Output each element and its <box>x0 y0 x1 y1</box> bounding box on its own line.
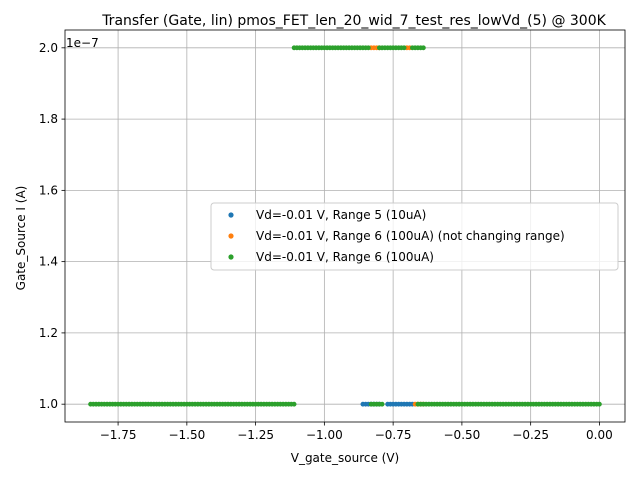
data-point <box>420 45 426 51</box>
data-points <box>88 45 602 407</box>
y-axis-offset-label: 1e−7 <box>66 36 99 50</box>
x-axis-label: V_gate_source (V) <box>291 451 400 465</box>
x-tick-label: −1.25 <box>237 428 274 442</box>
plot-area-frame <box>64 29 626 423</box>
x-tick-label: −1.00 <box>306 428 343 442</box>
y-tick-label: 1.2 <box>39 326 58 340</box>
y-tick-label: 1.4 <box>39 255 58 269</box>
x-tick-label: −1.50 <box>168 428 205 442</box>
x-tick-label: −1.75 <box>100 428 137 442</box>
data-point <box>597 401 602 407</box>
x-axis-ticks: −1.75 −1.50 −1.25 −1.00 −0.75 −0.50 −0.25 0.00 <box>100 422 613 442</box>
y-tick-label: 1.8 <box>39 112 58 126</box>
y-tick-label: 2.0 <box>39 41 58 55</box>
y-tick-label: 1.0 <box>39 397 58 411</box>
data-point <box>401 45 407 51</box>
data-point <box>379 401 385 407</box>
data-point <box>291 401 297 407</box>
x-tick-label: −0.50 <box>444 428 481 442</box>
x-tick-label: 0.00 <box>586 428 613 442</box>
legend-label: Vd=-0.01 V, Range 5 (10uA) <box>256 208 426 222</box>
y-tick-label: 1.6 <box>39 183 58 197</box>
legend-box <box>210 202 619 271</box>
series-1-points <box>360 401 415 407</box>
legend-marker <box>228 233 234 239</box>
data-point <box>365 45 371 51</box>
y-axis-ticks: 1.0 1.2 1.4 1.6 1.8 2.0 <box>39 41 65 411</box>
legend-marker <box>228 254 234 260</box>
legend-label: Vd=-0.01 V, Range 6 (100uA) <box>256 250 434 264</box>
series-3-points <box>88 45 602 407</box>
x-tick-label: −0.25 <box>512 428 549 442</box>
legend: Vd=-0.01 V, Range 5 (10uA) Vd=-0.01 V, Ra… <box>210 202 619 271</box>
x-tick-label: −0.75 <box>375 428 412 442</box>
y-axis-label: Gate_Source I (A) <box>14 186 28 291</box>
chart-title: Transfer (Gate, lin) pmos_FET_len_20_wid… <box>101 13 606 29</box>
legend-label: Vd=-0.01 V, Range 6 (100uA) (not changin… <box>256 229 565 243</box>
legend-marker <box>228 212 234 218</box>
